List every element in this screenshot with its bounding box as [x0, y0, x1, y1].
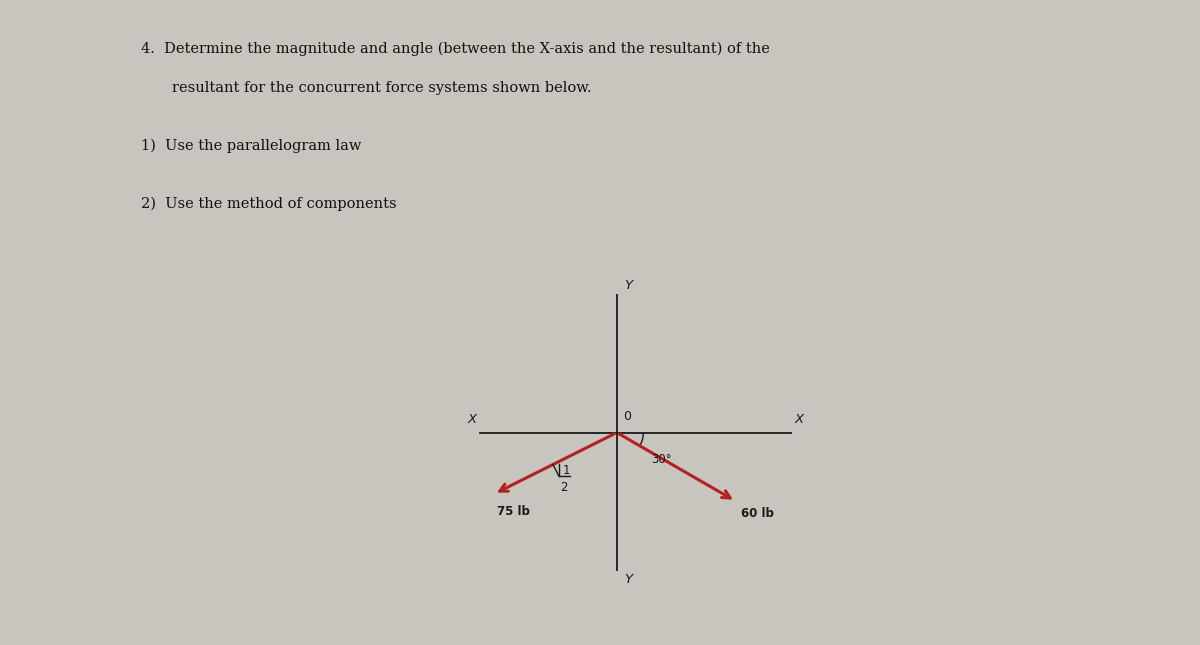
- Text: 60 lb: 60 lb: [740, 508, 774, 521]
- Text: Y: Y: [624, 573, 632, 586]
- Text: 2)  Use the method of components: 2) Use the method of components: [140, 197, 396, 211]
- Text: 2: 2: [560, 481, 568, 493]
- Text: 75 lb: 75 lb: [497, 505, 530, 518]
- Text: 1: 1: [563, 464, 570, 477]
- Text: Y: Y: [624, 279, 632, 292]
- Text: 4.  Determine the magnitude and angle (between the X-axis and the resultant) of : 4. Determine the magnitude and angle (be…: [140, 42, 770, 56]
- Text: 30°: 30°: [652, 453, 672, 466]
- Text: 0: 0: [623, 410, 631, 423]
- Text: 1)  Use the parallelogram law: 1) Use the parallelogram law: [140, 139, 361, 153]
- Text: resultant for the concurrent force systems shown below.: resultant for the concurrent force syste…: [173, 81, 592, 95]
- Text: X: X: [794, 413, 804, 426]
- Text: X: X: [468, 413, 476, 426]
